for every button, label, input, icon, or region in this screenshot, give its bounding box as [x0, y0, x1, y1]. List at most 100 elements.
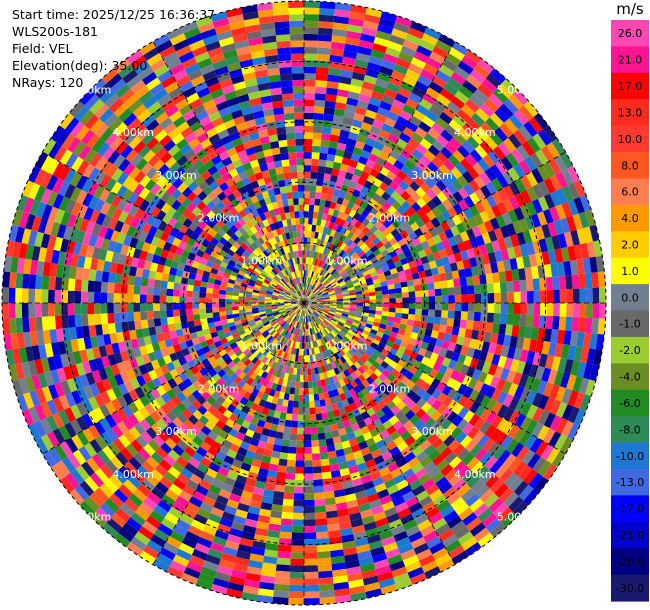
velocity-gate — [334, 313, 342, 318]
velocity-gate — [332, 28, 348, 38]
velocity-gate — [166, 281, 175, 290]
velocity-gate — [304, 512, 316, 520]
velocity-gate — [366, 221, 375, 230]
velocity-gate — [281, 439, 290, 447]
velocity-gate — [375, 78, 389, 89]
velocity-gate — [381, 311, 389, 317]
velocity-gate — [366, 280, 374, 286]
velocity-gate — [346, 239, 354, 247]
velocity-gate — [166, 295, 173, 303]
velocity-gate — [331, 121, 343, 130]
velocity-gate — [523, 100, 539, 118]
velocity-gate — [450, 71, 467, 86]
velocity-gate — [310, 433, 319, 441]
velocity-gate — [307, 284, 311, 291]
velocity-gate — [415, 186, 426, 198]
velocity-gate — [296, 368, 301, 376]
velocity-gate — [494, 108, 509, 123]
velocity-gate — [558, 316, 567, 331]
velocity-gate — [369, 168, 380, 178]
velocity-gate — [432, 234, 442, 245]
velocity-gate — [508, 195, 520, 210]
velocity-gate — [415, 296, 423, 303]
velocity-gate — [310, 278, 314, 285]
velocity-gate — [471, 329, 480, 340]
velocity-gate — [174, 275, 182, 284]
velocity-gate — [424, 177, 436, 189]
velocity-gate — [436, 202, 448, 214]
velocity-gate — [365, 277, 373, 283]
velocity-gate — [311, 278, 315, 285]
velocity-gate — [307, 263, 311, 271]
velocity-gate — [308, 284, 312, 291]
velocity-gate — [452, 202, 464, 215]
velocity-gate — [535, 149, 549, 166]
velocity-gate — [316, 306, 323, 310]
velocity-gate — [356, 296, 363, 301]
velocity-gate — [351, 119, 363, 129]
velocity-gate — [547, 221, 558, 237]
velocity-gate — [304, 407, 310, 415]
velocity-gate — [330, 41, 346, 51]
velocity-gate — [113, 303, 121, 313]
velocity-gate — [485, 322, 494, 333]
velocity-gate — [339, 129, 350, 139]
velocity-gate — [520, 303, 528, 315]
velocity-gate — [309, 407, 316, 415]
velocity-gate — [508, 94, 524, 110]
velocity-gate — [402, 39, 419, 52]
velocity-gate — [362, 20, 379, 31]
velocity-gate — [391, 255, 400, 263]
velocity-gate — [514, 178, 527, 193]
velocity-gate — [80, 291, 88, 303]
velocity-gate — [386, 111, 400, 122]
velocity-gate — [440, 146, 453, 160]
velocity-gate — [383, 53, 399, 64]
velocity-gate — [483, 263, 492, 275]
velocity-gate — [312, 132, 322, 140]
velocity-gate — [304, 552, 318, 559]
velocity-gate — [351, 264, 360, 271]
velocity-gate — [192, 308, 200, 315]
velocity-gate — [304, 243, 308, 251]
velocity-gate — [370, 147, 382, 157]
velocity-gate — [315, 518, 328, 526]
velocity-gate — [330, 303, 337, 305]
velocity-gate — [481, 253, 491, 265]
velocity-gate — [292, 525, 304, 533]
velocity-gate — [100, 303, 108, 314]
velocity-gate — [314, 498, 326, 507]
velocity-gate — [334, 264, 342, 271]
velocity-gate — [360, 121, 373, 132]
velocity-gate — [342, 116, 354, 126]
velocity-gate — [532, 183, 544, 199]
velocity-gate — [489, 217, 501, 231]
velocity-gate — [315, 225, 321, 233]
velocity-gate — [225, 306, 233, 312]
velocity-gate — [346, 97, 359, 107]
velocity-gate — [560, 247, 570, 262]
velocity-gate — [371, 274, 379, 281]
velocity-gate — [387, 133, 400, 144]
velocity-gate — [350, 78, 364, 88]
velocity-gate — [372, 162, 383, 173]
velocity-gate — [470, 112, 486, 127]
velocity-gate — [311, 440, 320, 448]
velocity-gate — [304, 440, 312, 448]
velocity-gate — [349, 273, 357, 280]
velocity-gate — [422, 335, 431, 344]
velocity-gate — [418, 98, 433, 111]
velocity-gate — [382, 160, 394, 171]
velocity-gate — [307, 292, 312, 298]
velocity-gate — [404, 143, 416, 155]
velocity-gate — [325, 94, 337, 102]
velocity-gate — [566, 288, 574, 303]
velocity-gate — [357, 214, 366, 224]
velocity-gate — [330, 251, 337, 259]
velocity-gate — [166, 309, 174, 318]
velocity-gate — [346, 281, 353, 287]
velocity-gate — [186, 290, 193, 298]
velocity-gate — [316, 218, 322, 226]
velocity-gate — [310, 303, 318, 306]
velocity-gate — [579, 303, 587, 318]
